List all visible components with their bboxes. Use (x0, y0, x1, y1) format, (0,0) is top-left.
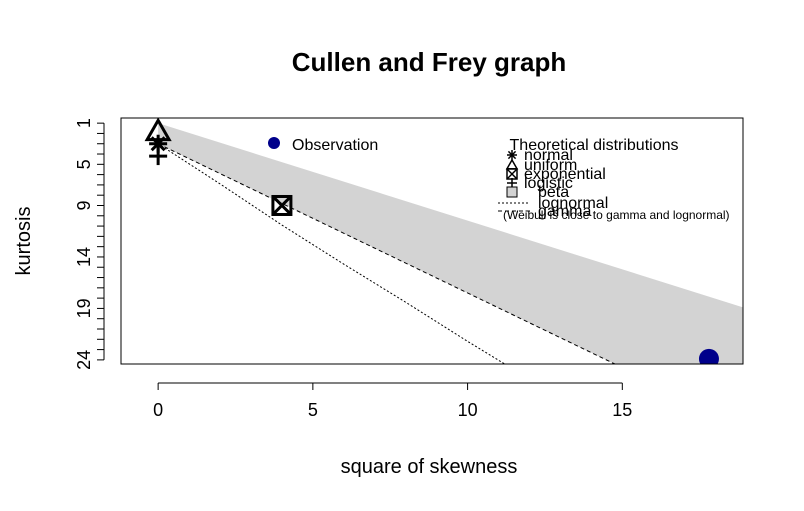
legend-exponential-marker (506, 168, 518, 180)
y-axis: 1 5 9 14 19 24 (74, 118, 105, 370)
x-axis-title: square of skewness (341, 456, 518, 478)
x-axis: 0 5 10 15 (153, 382, 632, 420)
legend-exponential-label: exponential (524, 166, 606, 183)
legend-logistic-label: logistic (524, 175, 573, 192)
legend-beta-label: beta (538, 184, 569, 201)
legend-observation: Observation (268, 137, 378, 154)
legend-normal-label: normal (524, 147, 573, 164)
x-tick-label-0: 0 (153, 400, 163, 420)
gamma-line (157, 143, 616, 364)
x-tick-label-10: 10 (458, 400, 478, 420)
y-axis-title: kurtosis (13, 207, 35, 276)
y-tick-label-19: 19 (74, 298, 94, 318)
y-tick-label-14: 14 (74, 247, 94, 267)
uniform-point (144, 118, 172, 142)
legend-uniform-label: uniform (524, 157, 577, 174)
theoretical-legend-items: normaluniformexponentiallogisticbetalogn… (498, 147, 608, 220)
legend-logistic-marker (507, 178, 517, 188)
beta-region (158, 123, 743, 364)
x-tick-label-5: 5 (308, 400, 318, 420)
y-tick-label-9: 9 (74, 200, 94, 210)
plot-area (144, 118, 743, 364)
lognormal-line (157, 143, 505, 364)
y-tick-label-1: 1 (74, 118, 94, 128)
theoretical-legend-title: Theoretical distributions (510, 137, 679, 154)
legend-gamma-label: gamma (538, 203, 591, 220)
legend-lognormal-label: lognormal (538, 195, 608, 212)
y-tick-label-24: 24 (74, 350, 94, 370)
x-tick-label-15: 15 (612, 400, 632, 420)
legend-normal-marker (507, 150, 517, 160)
logistic-point (149, 147, 168, 166)
observation-point (698, 348, 719, 364)
y-tick-label-5: 5 (74, 159, 94, 169)
observation-legend-label: Observation (292, 137, 378, 154)
legend-uniform-marker (505, 158, 519, 170)
legend-theoretical: Theoretical distributions normaluniforme… (498, 137, 730, 222)
exponential-point (271, 194, 293, 216)
legend-beta-marker (506, 186, 518, 198)
chart-title: Cullen and Frey graph (292, 47, 567, 77)
weibull-note: (Weibull is close to gamma and lognormal… (503, 208, 730, 222)
theoretical-points (144, 118, 293, 216)
plot-frame (120, 117, 744, 365)
observation-legend-marker (268, 137, 280, 149)
